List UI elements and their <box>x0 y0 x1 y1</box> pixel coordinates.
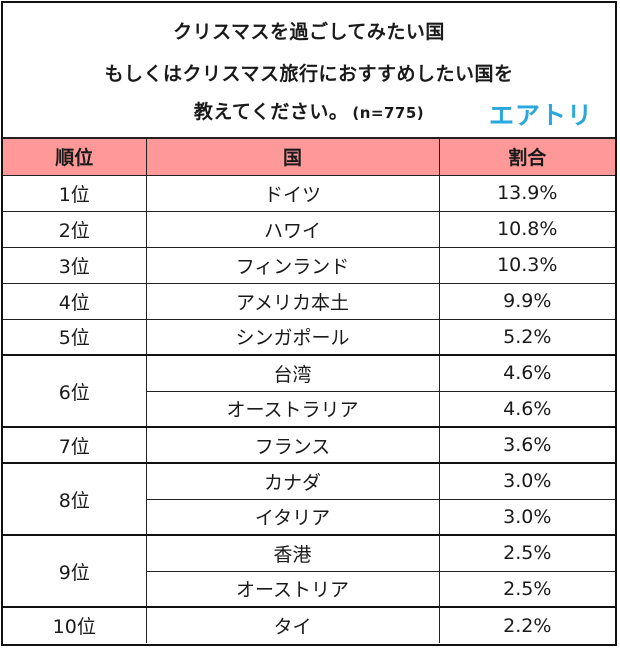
rank-cell: 6位 <box>3 354 147 428</box>
country-cell: カナダ <box>145 462 440 500</box>
share-cell: 2.5% <box>438 570 615 608</box>
title-question: 教えてください。 <box>193 101 349 123</box>
table-header-row: 順位 国 割合 <box>3 137 615 176</box>
rank-cell: 4位 <box>3 282 147 320</box>
table-row: オーストリア 2.5% <box>3 570 615 608</box>
sample-size: (n=775) <box>352 104 425 122</box>
country-cell: 香港 <box>145 534 440 572</box>
title-block: クリスマスを過ごしてみたい国 もしくはクリスマス旅行におすすめしたい国を 教えて… <box>3 3 615 137</box>
share-cell: 9.9% <box>438 282 615 320</box>
header-rank: 順位 <box>3 137 147 176</box>
rank-cell: 1位 <box>3 174 147 212</box>
table-row: 3位 フィンランド 10.3% <box>3 246 615 284</box>
airtrip-logo: エアトリ <box>488 101 593 130</box>
country-cell: ハワイ <box>145 210 440 248</box>
ranking-table: 順位 国 割合 1位 ドイツ 13.9% 2位 ハワイ 10.8% 3位 フィン… <box>3 137 615 643</box>
country-cell: アメリカ本土 <box>145 282 440 320</box>
country-cell: イタリア <box>146 498 440 536</box>
rank-cell: 2位 <box>3 210 147 248</box>
share-cell: 2.5% <box>438 534 615 572</box>
country-cell: オーストリア <box>146 570 440 608</box>
title-line-3: 教えてください。 (n=775) <box>3 97 615 124</box>
rank-cell: 9位 <box>3 534 147 608</box>
share-cell: 5.2% <box>438 318 615 356</box>
country-cell: オーストラリア <box>146 390 440 428</box>
title-line-2: もしくはクリスマス旅行におすすめしたい国を <box>104 63 514 85</box>
share-cell: 3.6% <box>438 426 615 464</box>
country-cell: フランス <box>145 426 440 464</box>
share-cell: 10.3% <box>438 246 615 284</box>
header-country: 国 <box>145 137 440 176</box>
rank-cell: 5位 <box>3 318 147 356</box>
title-line-1: クリスマスを過ごしてみたい国 <box>173 21 445 43</box>
country-cell: フィンランド <box>145 246 440 284</box>
country-cell: シンガポール <box>145 318 440 356</box>
country-cell: ドイツ <box>145 174 440 212</box>
share-cell: 3.0% <box>438 498 615 536</box>
table-row: 10位 タイ 2.2% <box>3 606 615 643</box>
table-row: オーストラリア 4.6% <box>3 390 615 428</box>
rank-cell: 3位 <box>3 246 147 284</box>
table-row: 9位 香港 2.5% <box>3 534 615 608</box>
table-row: 6位 台湾 4.6% <box>3 354 615 428</box>
table-row: 4位 アメリカ本土 9.9% <box>3 282 615 320</box>
share-cell: 4.6% <box>438 390 615 428</box>
share-cell: 13.9% <box>438 174 615 212</box>
table-row: 5位 シンガポール 5.2% <box>3 318 615 356</box>
country-cell: 台湾 <box>145 354 440 392</box>
share-cell: 2.2% <box>438 606 615 643</box>
table-row: 2位 ハワイ 10.8% <box>3 210 615 248</box>
share-cell: 4.6% <box>438 354 615 392</box>
share-cell: 3.0% <box>438 462 615 500</box>
rank-cell: 8位 <box>3 462 147 536</box>
rank-cell: 10位 <box>3 606 147 643</box>
header-share: 割合 <box>438 137 615 176</box>
rank-cell: 7位 <box>3 426 147 464</box>
table-row: イタリア 3.0% <box>3 498 615 536</box>
country-cell: タイ <box>145 606 440 643</box>
table-row: 8位 カナダ 3.0% <box>3 462 615 536</box>
table-row: 1位 ドイツ 13.9% <box>3 174 615 212</box>
table-row: 7位 フランス 3.6% <box>3 426 615 464</box>
share-cell: 10.8% <box>438 210 615 248</box>
